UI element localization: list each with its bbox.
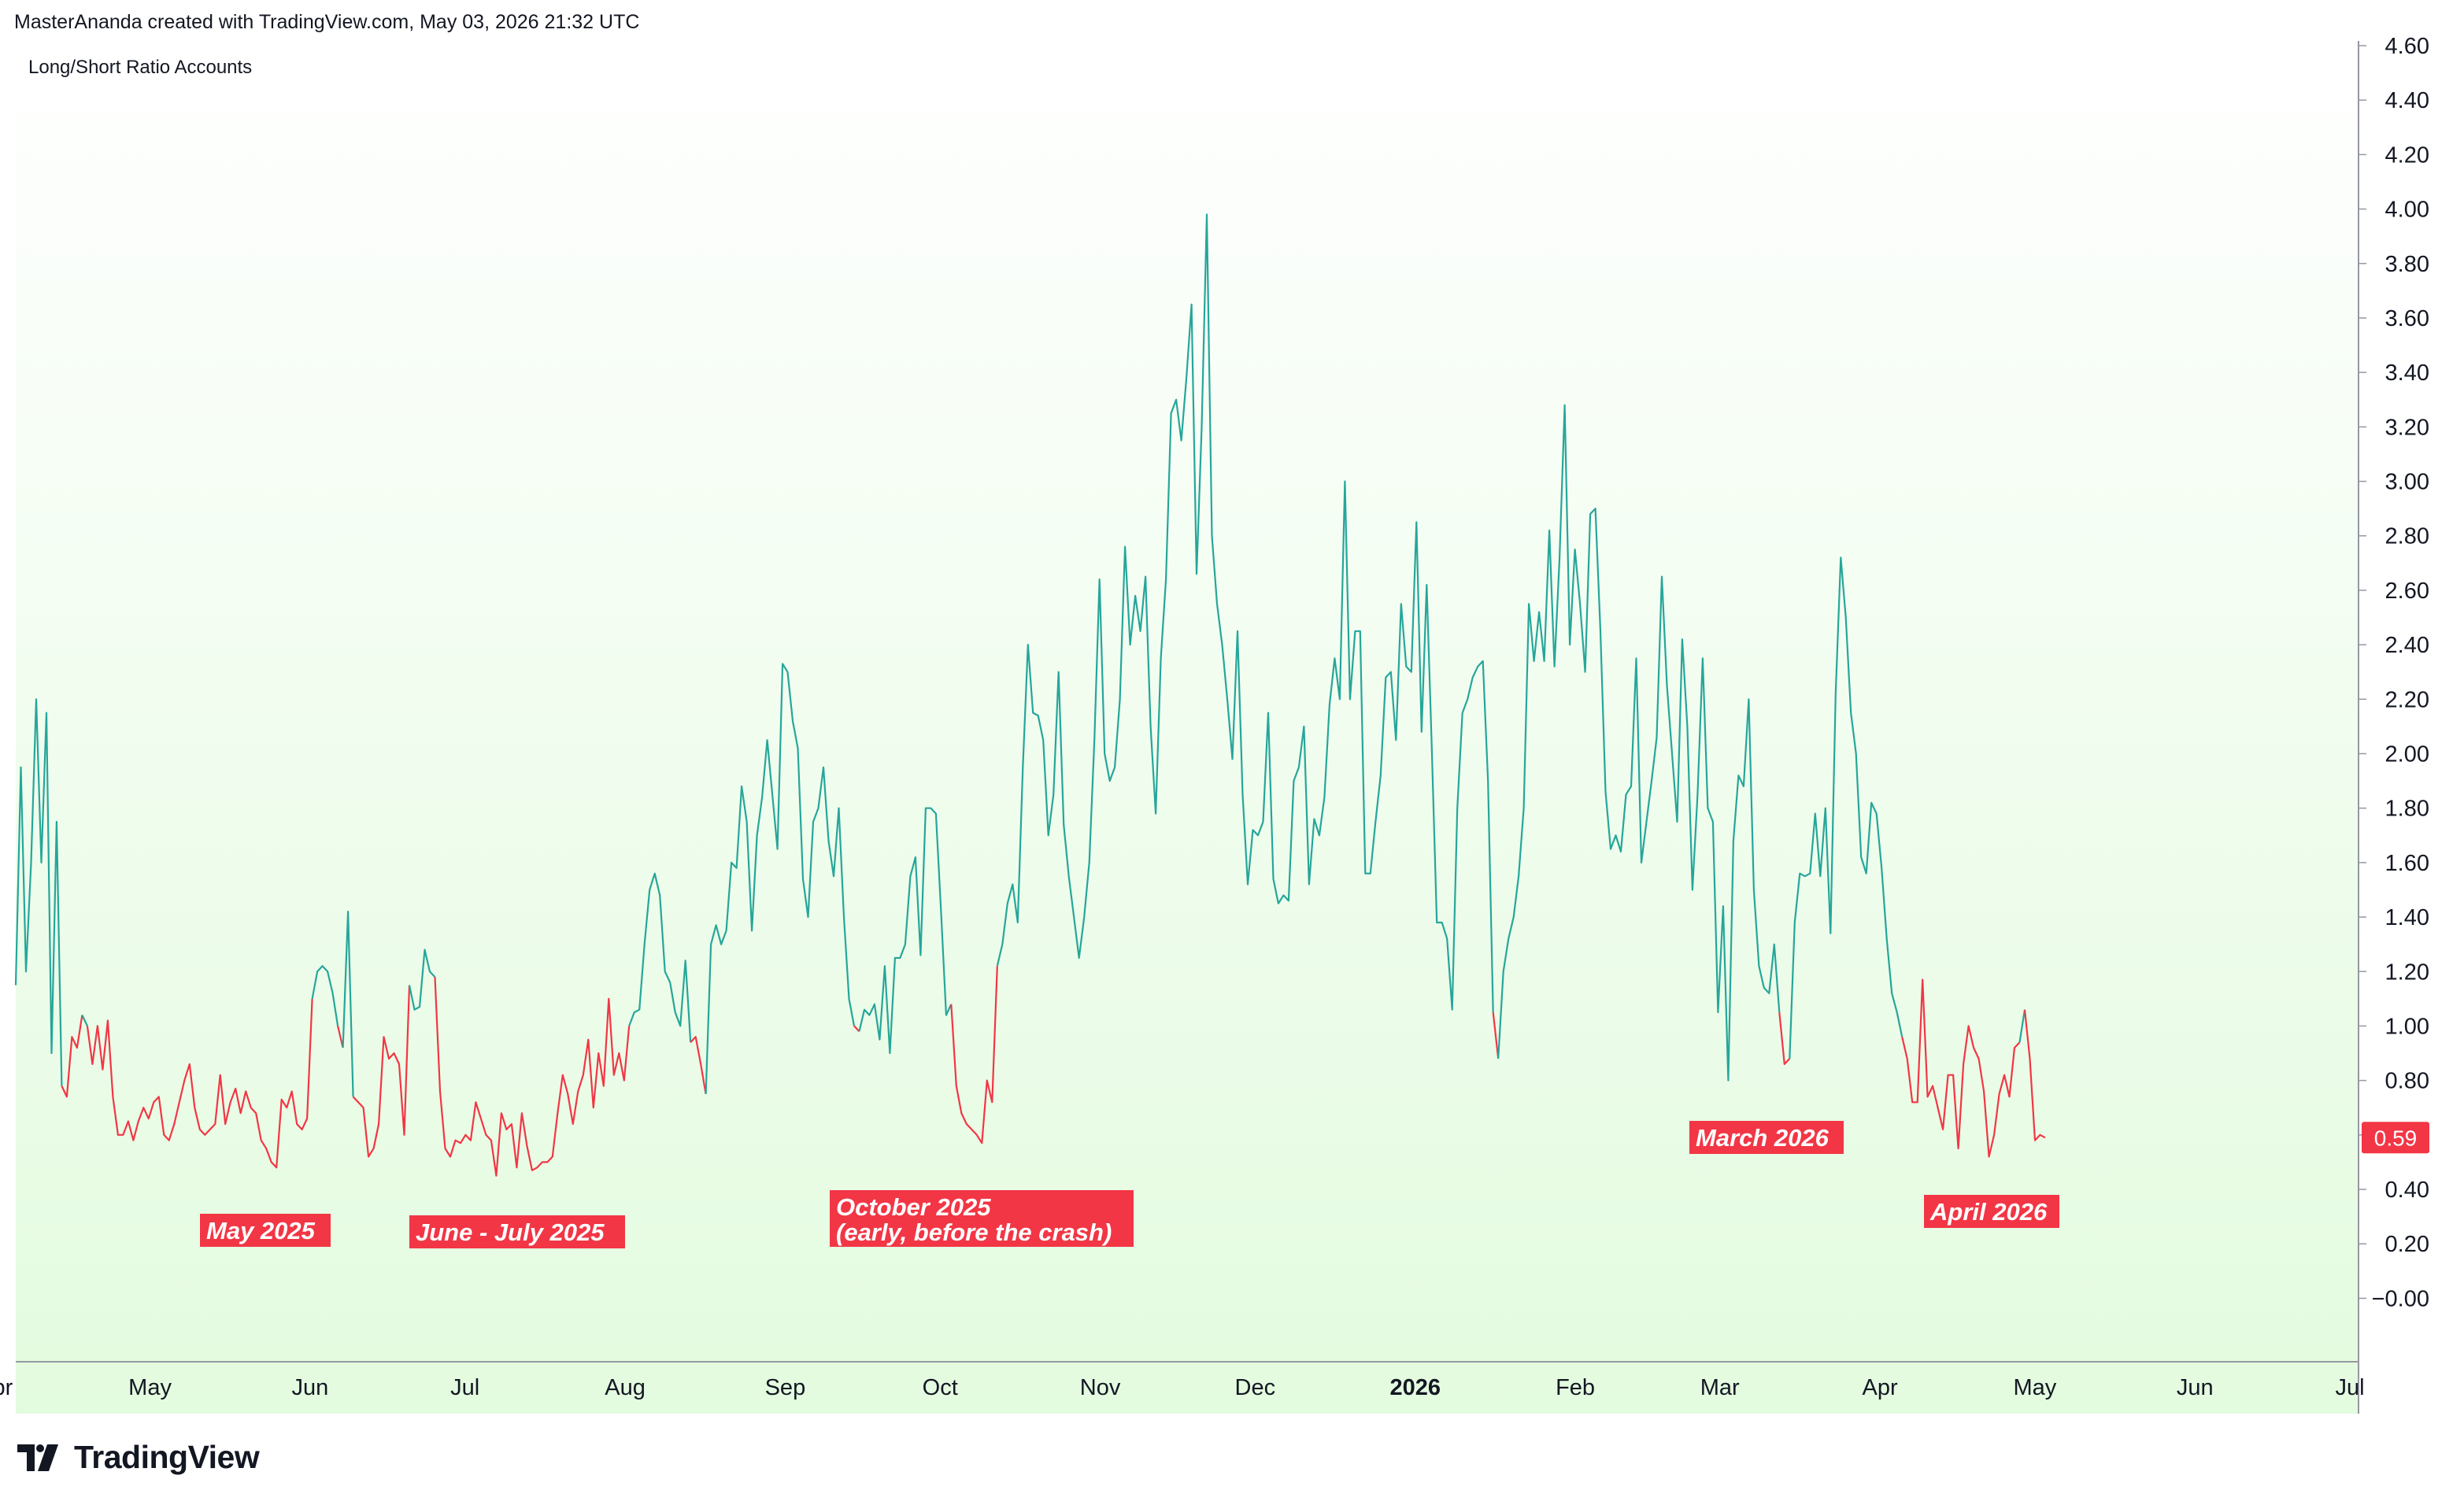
y-tick-label: 4.40 bbox=[2385, 88, 2429, 113]
plot-background bbox=[16, 41, 2359, 1414]
y-tick-label: 1.00 bbox=[2385, 1014, 2429, 1039]
series-segment[interactable] bbox=[1492, 1011, 1500, 1059]
y-tick-label: 2.00 bbox=[2385, 741, 2429, 767]
chart-attribution: MasterAnanda created with TradingView.co… bbox=[14, 11, 640, 33]
x-tick-label: Mar bbox=[1700, 1375, 1740, 1400]
x-tick-label: Jun bbox=[292, 1375, 329, 1400]
y-axis: 4.60 4.40 4.20 4.00 3.80 3.60 3.40 3.20 3.00 2.80… bbox=[2359, 34, 2429, 1311]
y-tick-label: 0.20 bbox=[2385, 1232, 2429, 1257]
annotation-text: April 2026 bbox=[1929, 1198, 2048, 1226]
annotation-bg bbox=[1924, 1195, 2059, 1228]
annotation-text: October 2025 bbox=[836, 1193, 991, 1221]
annotations: May 2025 June - July 2025 October 2025(ear… bbox=[200, 1121, 2059, 1248]
series-segment[interactable] bbox=[408, 948, 436, 1011]
annotation-label: June - July 2025 bbox=[409, 1215, 625, 1248]
x-tick-label: Nov bbox=[1080, 1375, 1121, 1400]
ratio-series[interactable] bbox=[14, 213, 2046, 1177]
series-segment[interactable] bbox=[342, 911, 354, 1097]
y-tick-label: 3.20 bbox=[2385, 415, 2429, 440]
series-segment[interactable] bbox=[61, 1015, 83, 1098]
series-segment[interactable] bbox=[628, 872, 692, 1043]
x-tick-label: Oct bbox=[923, 1375, 958, 1400]
series-segment[interactable] bbox=[14, 698, 63, 1086]
series-segment[interactable] bbox=[1901, 978, 2021, 1158]
x-tick-label: May bbox=[128, 1375, 172, 1400]
annotation-text: June - July 2025 bbox=[416, 1218, 605, 1246]
y-tick-label: 4.20 bbox=[2385, 142, 2429, 168]
series-segment[interactable] bbox=[996, 213, 1494, 1013]
y-tick-label: 2.80 bbox=[2385, 524, 2429, 549]
series-segment[interactable] bbox=[690, 1036, 707, 1095]
last-value-bg bbox=[2362, 1122, 2429, 1154]
tradingview-logo-text: TradingView bbox=[74, 1439, 260, 1475]
chart-title: Long/Short Ratio Accounts bbox=[28, 57, 252, 78]
y-tick-label: 2.20 bbox=[2385, 687, 2429, 712]
annotation-text: May 2025 bbox=[206, 1217, 316, 1244]
series-segment[interactable] bbox=[2018, 1009, 2026, 1043]
annotation-label: October 2025(early, before the crash) bbox=[830, 1190, 1134, 1247]
tradingview-logo[interactable]: TradingView bbox=[17, 1439, 260, 1476]
series-segment[interactable] bbox=[81, 1015, 88, 1026]
last-value-label: 0.59 bbox=[2374, 1126, 2418, 1150]
y-tick-label: 4.00 bbox=[2385, 198, 2429, 223]
annotation-bg bbox=[200, 1214, 331, 1247]
series-segment[interactable] bbox=[1789, 557, 1903, 1059]
x-tick-label: Apr bbox=[1863, 1375, 1898, 1400]
last-value-badge: 0.59 bbox=[2362, 1122, 2429, 1154]
series-segment[interactable] bbox=[705, 663, 856, 1094]
series-segment[interactable] bbox=[352, 985, 411, 1158]
series-segment[interactable] bbox=[950, 966, 998, 1144]
annotation-label: May 2025 bbox=[200, 1214, 331, 1247]
x-tick-label: 2026 bbox=[1389, 1375, 1441, 1400]
x-tick-label: Dec bbox=[1235, 1375, 1276, 1400]
annotation-bg bbox=[409, 1215, 625, 1248]
annotation-text-line2: (early, before the crash) bbox=[836, 1218, 1112, 1246]
x-tick-label: Apr bbox=[0, 1375, 13, 1400]
y-tick-label: 4.60 bbox=[2385, 34, 2429, 59]
y-tick-label: 3.00 bbox=[2385, 470, 2429, 495]
annotation-label: April 2026 bbox=[1924, 1195, 2059, 1228]
y-tick-label: 1.60 bbox=[2385, 851, 2429, 876]
series-segment[interactable] bbox=[1778, 1011, 1791, 1065]
series-segment[interactable] bbox=[853, 1025, 860, 1033]
y-tick-label: 0.40 bbox=[2385, 1178, 2429, 1203]
y-tick-label: 0.80 bbox=[2385, 1069, 2429, 1094]
y-tick-label: 1.20 bbox=[2385, 960, 2429, 985]
y-tick-label: 3.40 bbox=[2385, 361, 2429, 386]
series-segment[interactable] bbox=[311, 965, 339, 1026]
y-tick-label: −0.00 bbox=[2372, 1286, 2429, 1311]
x-tick-label: Sep bbox=[765, 1375, 806, 1400]
y-tick-label: 1.80 bbox=[2385, 797, 2429, 822]
x-tick-label: Jun bbox=[2177, 1375, 2214, 1400]
annotation-text: March 2026 bbox=[1696, 1124, 1830, 1152]
x-tick-label: Jul bbox=[2335, 1375, 2364, 1400]
x-tick-label: Feb bbox=[1556, 1375, 1595, 1400]
series-segment[interactable] bbox=[86, 998, 313, 1169]
series-segment[interactable] bbox=[1497, 404, 1781, 1082]
series-segment[interactable] bbox=[2023, 1009, 2046, 1141]
x-axis: Apr May Jun Jul Aug Sep Oct Nov Dec 2026 Feb Mar Apr… bbox=[0, 1375, 2365, 1400]
series-segment[interactable] bbox=[434, 977, 631, 1177]
series-segment[interactable] bbox=[858, 807, 953, 1055]
annotation-bg bbox=[1689, 1121, 1844, 1154]
annotation-label: March 2026 bbox=[1689, 1121, 1844, 1154]
y-tick-label: 2.40 bbox=[2385, 633, 2429, 658]
x-tick-label: Jul bbox=[450, 1375, 479, 1400]
y-tick-label: 1.40 bbox=[2385, 905, 2429, 930]
y-tick-label: 2.60 bbox=[2385, 579, 2429, 604]
x-tick-label: May bbox=[2013, 1375, 2056, 1400]
y-tick-label: 3.80 bbox=[2385, 252, 2429, 277]
tradingview-logo-icon bbox=[17, 1444, 58, 1471]
y-tick-label: 3.60 bbox=[2385, 306, 2429, 331]
annotation-bg bbox=[830, 1190, 1134, 1247]
series-segment[interactable] bbox=[337, 1026, 344, 1048]
x-tick-label: Aug bbox=[605, 1375, 646, 1400]
